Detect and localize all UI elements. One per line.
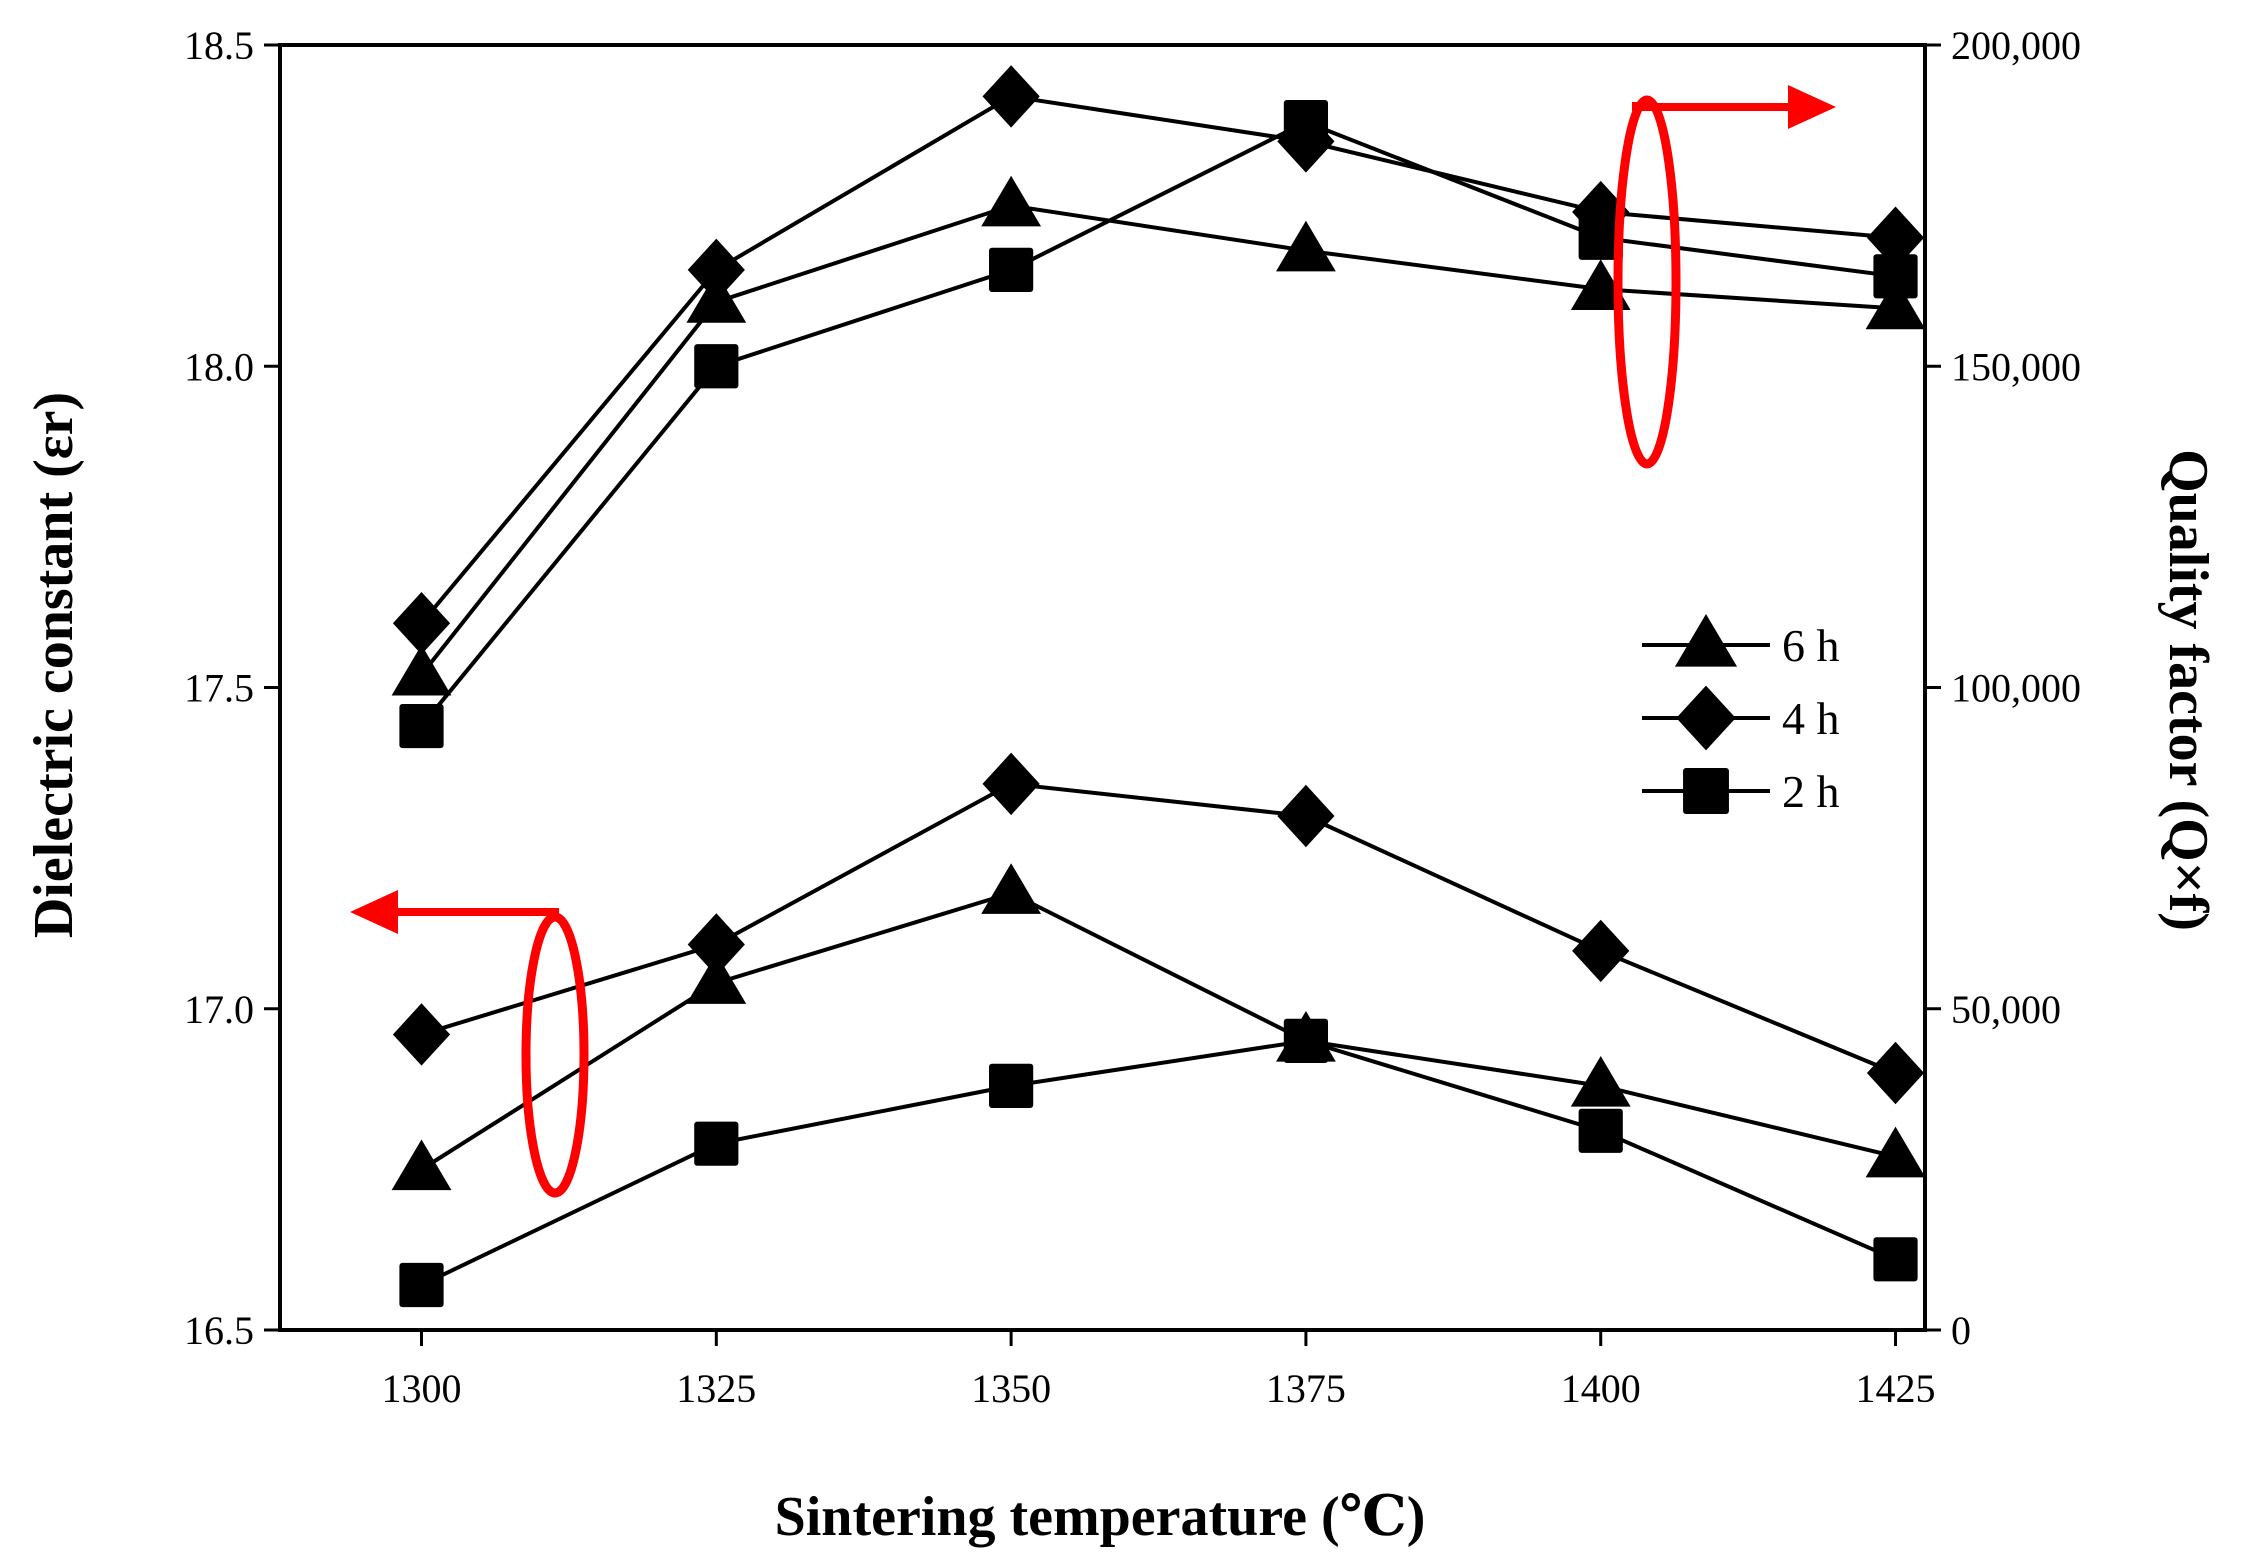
y-right-tick-label: 150,000 [1951, 344, 2081, 389]
data-point-4h-left [1866, 1041, 1925, 1105]
data-point-2h-right [989, 247, 1034, 292]
right-axis-arrow-line [1632, 102, 1790, 111]
y-left-tick-label: 17.0 [184, 987, 254, 1032]
axis-indicators [350, 85, 1836, 1198]
data-point-6h-right [1865, 278, 1926, 330]
legend-marker [1676, 685, 1736, 751]
x-tick-label: 1425 [1856, 1366, 1936, 1411]
data-point-4h-left [392, 1003, 451, 1066]
data-point-2h-right [694, 344, 739, 389]
data-point-6h-right [1276, 220, 1336, 272]
x-tick-label: 1400 [1561, 1366, 1641, 1411]
legend-marker [1683, 768, 1729, 814]
data-point-2h-left [1283, 1018, 1329, 1063]
series-line-6h-left [420, 890, 1896, 1172]
x-tick-label: 1375 [1266, 1366, 1346, 1411]
data-point-4h-left [982, 752, 1040, 816]
right-axis-arrowhead [1788, 85, 1836, 129]
data-point-2h-left [1873, 1237, 1918, 1282]
series-line-2h-right [419, 119, 1896, 728]
x-tick-label: 1350 [971, 1366, 1051, 1411]
data-point-6h-left [981, 863, 1042, 914]
data-point-4h-left [1277, 784, 1335, 848]
data-point-2h-left [989, 1063, 1034, 1108]
data-point-2h-right [1283, 100, 1329, 145]
y-right-tick-label: 100,000 [1951, 666, 2081, 711]
y-left-tick-label: 17.5 [184, 666, 254, 711]
data-point-2h-right [1578, 215, 1623, 260]
y-right-tick-label: 50,000 [1951, 987, 2061, 1032]
legend-marker [1674, 613, 1738, 667]
legend-label: 4 h [1782, 693, 1840, 744]
data-point-2h-left [399, 1262, 444, 1308]
y-axis-right-title: Quality factor (Q×f) [2157, 449, 2219, 931]
legend-label: 6 h [1782, 620, 1840, 671]
data-point-6h-right [391, 644, 452, 696]
data-point-4h-left [1572, 919, 1630, 983]
x-tick-label: 1300 [382, 1366, 462, 1411]
series-line-4h-left [420, 781, 1897, 1075]
data-point-2h-right [1873, 254, 1918, 299]
x-axis-title: Sintering temperature (℃) [775, 1486, 1426, 1548]
y-axis-left-title: Dielectric constant (εr) [23, 392, 85, 938]
data-point-6h-left [1570, 1055, 1631, 1107]
data-point-6h-left [391, 1139, 452, 1191]
series-line-6h-right [419, 203, 1896, 676]
right-group-ellipse [1613, 95, 1681, 469]
legend: 6 h 4 h 2 h [1642, 613, 1840, 817]
data-point-4h-left [687, 913, 745, 976]
data-point-6h-right [981, 175, 1042, 227]
left-axis-arrowhead [350, 890, 398, 934]
data-point-4h-right [1866, 206, 1925, 269]
series-line-4h-right [419, 94, 1896, 625]
y-left-tick-label: 18.0 [184, 344, 254, 389]
series-lines [419, 94, 1897, 1287]
data-point-6h-left [686, 953, 747, 1004]
y-left-tick-label: 18.5 [184, 23, 254, 68]
data-point-4h-right [687, 238, 745, 302]
data-point-2h-left [1578, 1108, 1623, 1153]
legend-label: 2 h [1782, 766, 1840, 817]
x-tick-label: 1325 [676, 1366, 756, 1411]
data-point-4h-right [982, 65, 1040, 128]
data-point-6h-left [1865, 1126, 1926, 1178]
data-point-2h-left [694, 1121, 739, 1166]
data-point-4h-right [392, 592, 451, 655]
y-left-tick-label: 16.5 [184, 1308, 254, 1353]
data-point-2h-right [399, 703, 444, 749]
series-markers [391, 65, 1926, 1308]
y-right-tick-label: 0 [1951, 1308, 1971, 1353]
left-group-ellipse [521, 912, 589, 1198]
axis-ticks: 1300 1325 1350 1375 1400 1425 16.5 17.0 17.5 18.0… [184, 23, 2081, 1411]
series-line-2h-left [420, 1038, 1897, 1287]
y-right-tick-label: 200,000 [1951, 23, 2081, 68]
left-axis-arrow-line [395, 908, 559, 917]
